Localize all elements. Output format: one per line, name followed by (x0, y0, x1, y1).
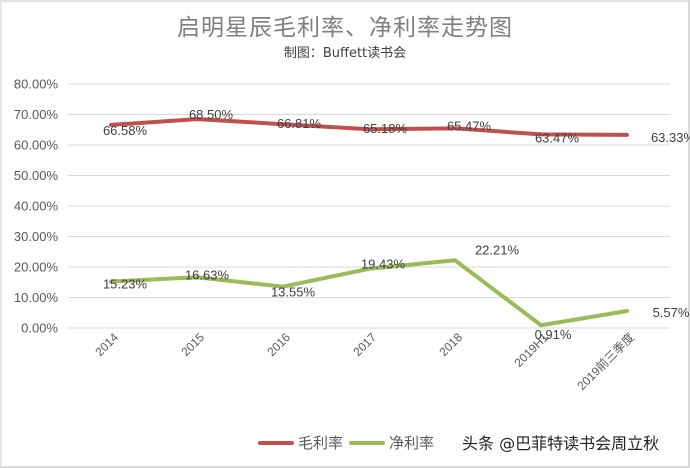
data-label: 0.91% (535, 327, 572, 342)
chart-title: 启明星辰毛利率、净利率走势图 (177, 15, 513, 41)
x-tick-label: 2015 (178, 330, 207, 359)
data-label: 68.50% (189, 107, 234, 122)
y-tick-label: 20.00% (14, 260, 59, 275)
legend: 毛利率 净利率 (258, 432, 440, 453)
legend-item-net-margin: 净利率 (349, 432, 434, 453)
x-tick-label: 2016 (264, 330, 293, 359)
y-tick-label: 70.00% (14, 107, 59, 122)
data-label: 66.58% (103, 123, 148, 138)
y-tick-label: 10.00% (14, 290, 59, 305)
chart-subtitle: 制图：Buffett读书会 (283, 46, 407, 61)
data-label: 65.47% (447, 118, 492, 133)
data-label: 15.23% (103, 277, 148, 292)
y-tick-label: 80.00% (14, 77, 59, 92)
data-label: 5.57% (653, 305, 690, 320)
data-label: 65.18% (363, 121, 408, 136)
legend-swatch-gross-margin (258, 440, 294, 445)
data-label: 13.55% (271, 285, 316, 300)
legend-label-gross-margin: 毛利率 (298, 434, 344, 452)
x-tick-label: 2019前三季度 (574, 330, 637, 393)
x-tick-label: 2017 (350, 330, 379, 359)
y-tick-label: 40.00% (14, 199, 59, 214)
data-label: 63.33% (651, 130, 690, 145)
y-tick-label: 50.00% (14, 168, 59, 183)
y-tick-label: 60.00% (14, 138, 59, 153)
data-label: 19.43% (361, 257, 406, 272)
legend-swatch-net-margin (349, 440, 386, 445)
data-label: 63.47% (535, 130, 580, 145)
data-label: 66.81% (277, 116, 322, 131)
gross-margin-line (109, 117, 629, 137)
y-tick-label: 30.00% (14, 229, 59, 244)
data-label: 22.21% (475, 242, 520, 257)
net-margin-line (109, 258, 629, 328)
data-label: 16.63% (185, 267, 230, 282)
y-tick-label: 0.00% (21, 321, 58, 336)
x-tick-label: 2014 (92, 330, 121, 359)
watermark: 头条 @巴菲特读书会周立秋 (462, 434, 660, 453)
legend-label-net-margin: 净利率 (389, 434, 435, 452)
legend-item-gross-margin: 毛利率 (258, 432, 343, 453)
x-tick-label: 2018 (436, 330, 465, 359)
